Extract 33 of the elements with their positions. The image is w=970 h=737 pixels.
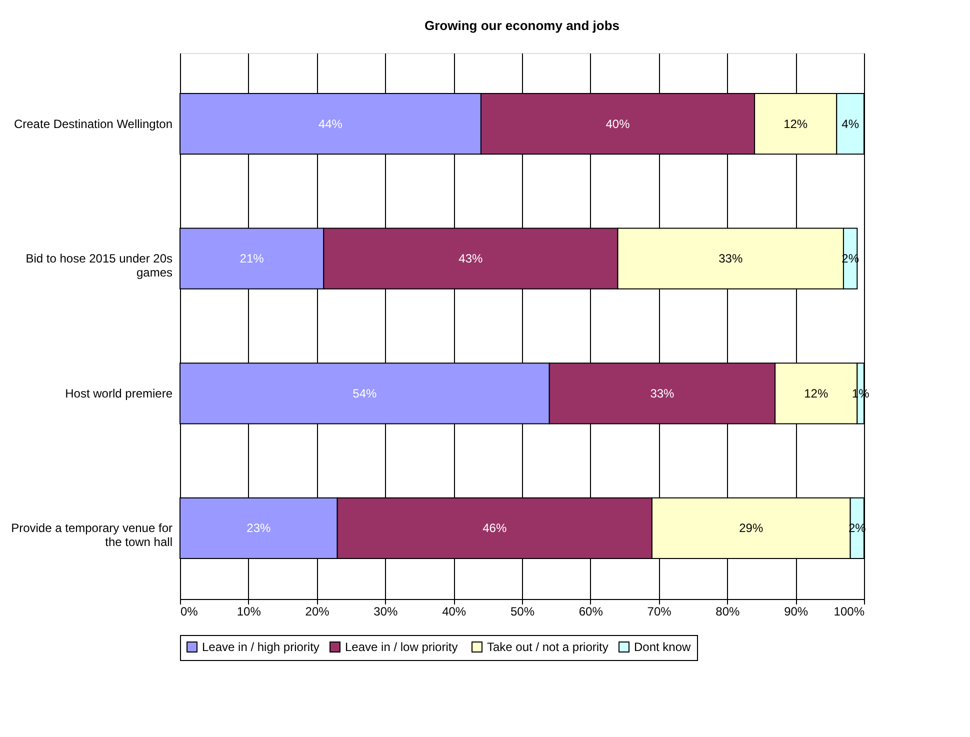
data-label: 12% <box>804 386 828 400</box>
data-label: 4% <box>842 116 860 131</box>
data-label: 40% <box>606 116 630 131</box>
x-tick-label: 10% <box>236 604 262 618</box>
legend-label: Dont know <box>634 640 692 654</box>
x-tick-label: 60% <box>578 604 604 618</box>
x-tick-label: 50% <box>510 604 535 618</box>
data-label: 33% <box>718 252 743 266</box>
y-tick-label: Host world premiere <box>65 386 173 400</box>
data-label: 54% <box>352 386 378 400</box>
x-tick-label: 0% <box>180 604 198 618</box>
data-label: 29% <box>739 521 764 536</box>
legend-label: Leave in / low priority <box>345 640 458 654</box>
x-tick-label: 30% <box>374 604 398 618</box>
x-tick-label: 80% <box>716 604 740 618</box>
data-label: 44% <box>318 116 343 131</box>
x-tick-label: 40% <box>442 604 466 618</box>
x-tick-label: 70% <box>647 604 672 618</box>
x-tick-label: 100% <box>834 604 865 618</box>
data-label: 12% <box>784 116 808 131</box>
x-tick-label: 20% <box>305 604 330 618</box>
legend-label: Take out / not a priority <box>487 640 608 654</box>
y-tick-label: Bid to hose 2015 under 20s games <box>26 252 172 280</box>
data-label: 43% <box>458 252 484 266</box>
data-label: 21% <box>240 252 264 266</box>
data-label: 46% <box>482 521 507 536</box>
data-label: 23% <box>246 521 271 536</box>
legend-label: Leave in / high priority <box>202 640 320 654</box>
y-tick-label: Create Destination Wellington <box>14 116 172 131</box>
chart-title: Growing our economy and jobs <box>424 18 620 33</box>
data-label: 33% <box>650 386 675 400</box>
x-tick-label: 90% <box>784 604 808 618</box>
y-tick-label: Provide a temporary venue for the town hall <box>11 521 172 550</box>
